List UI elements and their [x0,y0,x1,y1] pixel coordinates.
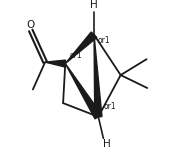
Text: or1: or1 [98,36,110,45]
Polygon shape [45,60,66,67]
Text: or1: or1 [103,102,116,111]
Text: H: H [103,139,111,149]
Polygon shape [65,64,102,119]
Text: O: O [26,20,34,30]
Polygon shape [94,35,102,117]
Text: or1: or1 [70,51,82,60]
Polygon shape [65,32,97,64]
Text: H: H [90,0,98,10]
